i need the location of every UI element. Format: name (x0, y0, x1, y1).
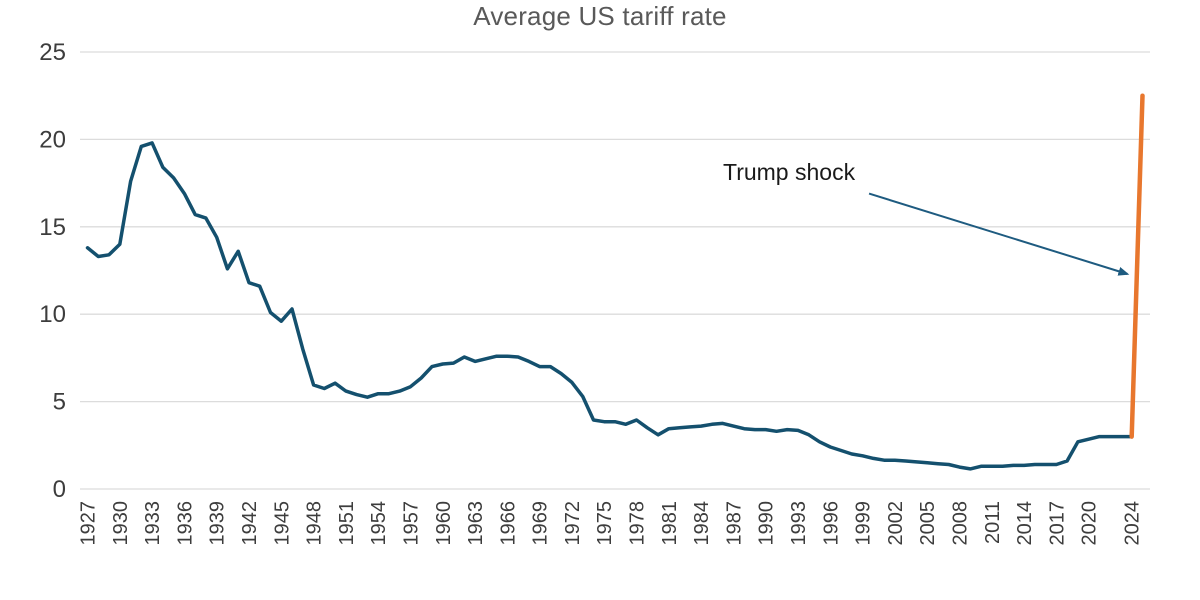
x-tick-label: 1936 (174, 501, 196, 546)
x-tick-label: 1969 (530, 501, 552, 546)
tariff-rate-line (85, 141, 1134, 471)
trump-spike-line (1129, 93, 1145, 439)
x-tick-label: 2024 (1122, 501, 1144, 546)
y-tick-label: 25 (39, 39, 66, 66)
chart-title: Average US tariff rate (473, 1, 727, 31)
x-tick-label: 2014 (1014, 501, 1036, 546)
x-tick-label: 1981 (659, 501, 681, 546)
x-tick-label: 1996 (820, 501, 842, 546)
y-tick-label: 15 (39, 214, 66, 241)
x-tick-label: 1942 (239, 501, 261, 546)
x-tick-label: 1993 (788, 501, 810, 546)
x-tick-label: 1972 (562, 501, 584, 546)
x-tick-label: 2020 (1079, 501, 1101, 546)
x-tick-label: 1939 (207, 501, 229, 546)
x-tick-label: 1945 (271, 501, 293, 546)
x-tick-label: 2002 (885, 501, 907, 546)
y-tick-label: 0 (53, 476, 66, 503)
x-tick-label: 1990 (756, 501, 778, 546)
x-tick-label: 1984 (691, 501, 713, 546)
x-tick-label: 1930 (110, 501, 132, 546)
x-tick-label: 1966 (497, 501, 519, 546)
x-tick-label: 2011 (982, 501, 1004, 544)
x-tick-label: 1960 (433, 501, 455, 546)
x-tick-label: 1987 (723, 501, 745, 546)
x-tick-label: 1951 (336, 501, 358, 546)
x-tick-label: 1978 (627, 501, 649, 546)
x-tick-label: 1954 (368, 501, 390, 546)
x-tick-label: 2005 (917, 501, 939, 546)
x-tick-label: 1975 (594, 501, 616, 546)
x-tick-label: 1963 (465, 501, 487, 546)
y-tick-label: 20 (39, 126, 66, 153)
trump-shock-annotation: Trump shock (723, 159, 856, 185)
x-tick-label: 1948 (304, 501, 326, 546)
x-tick-label: 1933 (142, 501, 164, 546)
x-tick-label: 1999 (853, 501, 875, 546)
annotation-arrow (868, 192, 1130, 276)
x-tick-label: 2008 (949, 501, 971, 546)
x-tick-label: 1927 (78, 501, 100, 546)
y-tick-label: 5 (53, 389, 66, 416)
x-tick-label: 1957 (400, 501, 422, 546)
y-tick-label: 10 (39, 301, 66, 328)
x-tick-label: 2017 (1046, 501, 1068, 546)
